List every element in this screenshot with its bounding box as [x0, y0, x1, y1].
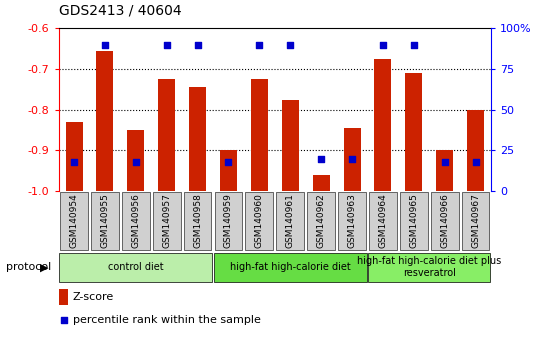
- Point: [100, 42, 109, 47]
- Bar: [282, 99, 299, 191]
- FancyBboxPatch shape: [214, 253, 367, 282]
- Text: high-fat high-calorie diet: high-fat high-calorie diet: [230, 262, 350, 272]
- Bar: [344, 128, 360, 191]
- Bar: [312, 175, 330, 191]
- Bar: [189, 87, 206, 191]
- Bar: [65, 122, 83, 191]
- Text: GSM140955: GSM140955: [100, 193, 109, 248]
- Bar: [374, 59, 391, 191]
- Text: GSM140959: GSM140959: [224, 193, 233, 248]
- Text: GSM140965: GSM140965: [410, 193, 418, 248]
- Text: GSM140957: GSM140957: [162, 193, 171, 248]
- Point: [378, 42, 387, 47]
- Point: [286, 42, 295, 47]
- Text: GSM140954: GSM140954: [70, 193, 79, 248]
- FancyBboxPatch shape: [59, 253, 213, 282]
- FancyBboxPatch shape: [246, 192, 273, 250]
- Point: [410, 42, 418, 47]
- Bar: [251, 79, 268, 191]
- Text: control diet: control diet: [108, 262, 163, 272]
- Bar: [436, 150, 453, 191]
- Bar: [97, 51, 113, 191]
- Point: [224, 159, 233, 165]
- Bar: [59, 289, 69, 304]
- Point: [131, 159, 140, 165]
- FancyBboxPatch shape: [276, 192, 304, 250]
- Point: [255, 42, 264, 47]
- Point: [348, 156, 357, 161]
- Point: [193, 42, 202, 47]
- Bar: [158, 79, 175, 191]
- FancyBboxPatch shape: [122, 192, 150, 250]
- Text: percentile rank within the sample: percentile rank within the sample: [73, 315, 261, 325]
- Text: GSM140963: GSM140963: [348, 193, 357, 248]
- FancyBboxPatch shape: [368, 253, 490, 282]
- Text: ▶: ▶: [40, 262, 49, 272]
- Text: GSM140958: GSM140958: [193, 193, 202, 248]
- Bar: [405, 73, 422, 191]
- Text: GSM140960: GSM140960: [255, 193, 264, 248]
- Point: [317, 156, 326, 161]
- Text: GSM140964: GSM140964: [378, 193, 387, 248]
- Point: [440, 159, 449, 165]
- Text: GSM140967: GSM140967: [471, 193, 480, 248]
- Point: [70, 159, 79, 165]
- FancyBboxPatch shape: [431, 192, 459, 250]
- FancyBboxPatch shape: [338, 192, 366, 250]
- FancyBboxPatch shape: [369, 192, 397, 250]
- FancyBboxPatch shape: [215, 192, 242, 250]
- FancyBboxPatch shape: [400, 192, 428, 250]
- Text: protocol: protocol: [6, 262, 51, 272]
- Bar: [127, 130, 145, 191]
- Text: Z-score: Z-score: [73, 292, 114, 302]
- FancyBboxPatch shape: [461, 192, 489, 250]
- Text: GSM140966: GSM140966: [440, 193, 449, 248]
- Text: GSM140962: GSM140962: [316, 193, 326, 248]
- Point: [471, 159, 480, 165]
- Text: high-fat high-calorie diet plus
resveratrol: high-fat high-calorie diet plus resverat…: [357, 256, 502, 278]
- FancyBboxPatch shape: [153, 192, 181, 250]
- Text: GDS2413 / 40604: GDS2413 / 40604: [59, 4, 181, 18]
- Text: GSM140956: GSM140956: [131, 193, 140, 248]
- Bar: [220, 150, 237, 191]
- Text: GSM140961: GSM140961: [286, 193, 295, 248]
- Point: [229, 220, 238, 226]
- Bar: [467, 110, 484, 191]
- FancyBboxPatch shape: [307, 192, 335, 250]
- FancyBboxPatch shape: [91, 192, 119, 250]
- Point: [162, 42, 171, 47]
- FancyBboxPatch shape: [60, 192, 88, 250]
- FancyBboxPatch shape: [184, 192, 211, 250]
